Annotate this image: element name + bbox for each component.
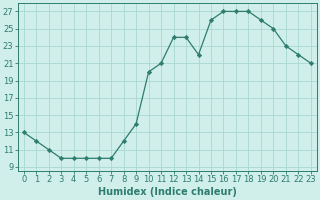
X-axis label: Humidex (Indice chaleur): Humidex (Indice chaleur) xyxy=(98,187,237,197)
